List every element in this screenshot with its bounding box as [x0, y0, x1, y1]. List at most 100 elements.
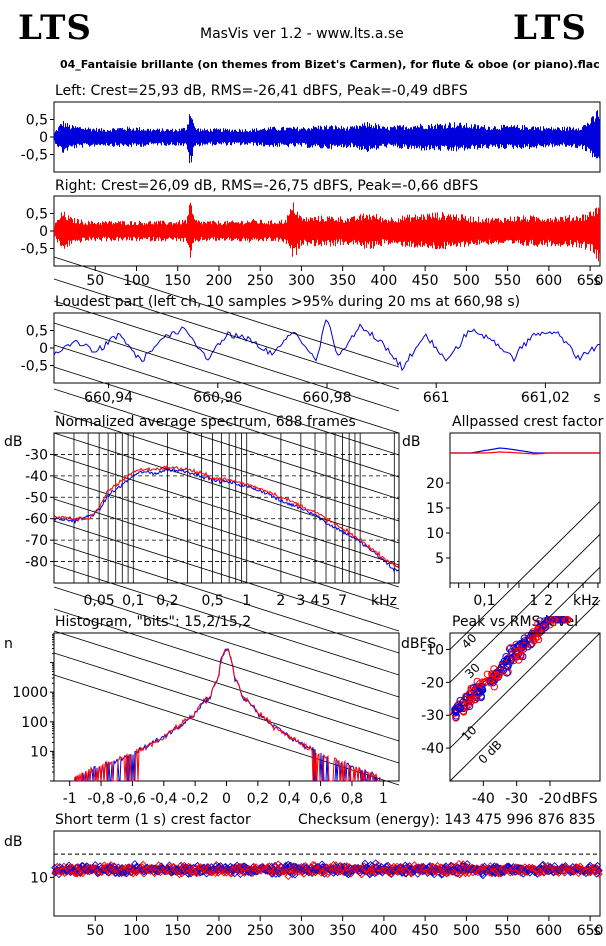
pvr-diagonal	[449, 501, 601, 650]
spectrum-diagonal	[53, 476, 400, 588]
loudest-xunit-label: s	[593, 390, 600, 406]
right-waveform-xtick-label: 600	[535, 273, 562, 289]
histogram-xtick-label: -0,2	[181, 791, 208, 807]
pvr-point	[456, 704, 464, 713]
crest-xtick-label: 250	[247, 923, 274, 939]
pvr-point	[524, 643, 532, 651]
histogram-xtick-label: 0,8	[341, 791, 363, 807]
crest-point	[414, 870, 422, 878]
histogram-ytick-label: 100	[21, 715, 48, 731]
pvr-diagonal-label: 0 dB	[476, 737, 505, 766]
pvr-ytick-label: -30	[421, 708, 444, 724]
right-waveform-xtick-label: 50	[86, 273, 104, 289]
pvr-point	[512, 648, 520, 656]
loudest-ytick-label: 0,5	[26, 324, 48, 340]
histogram-xtick-label: 0,6	[309, 791, 331, 807]
logo-left: LTS	[18, 8, 92, 48]
spectrum-diagonal	[53, 344, 400, 456]
spectrum-diagonal	[53, 630, 400, 742]
spectrum-diagonal	[53, 608, 400, 720]
allpass-ytick-label: 10	[426, 526, 444, 542]
crest-point	[595, 870, 603, 878]
pvr-diagonal	[449, 632, 601, 782]
right-waveform-xtick-label: 300	[288, 273, 315, 289]
loudest-series	[53, 319, 601, 372]
logo-right: LTS	[513, 8, 587, 48]
spectrum-xtick-label: 0,2	[156, 593, 178, 609]
crest-points	[51, 859, 603, 881]
allpass-ylabel: dB	[402, 434, 421, 450]
loudest-title: Loudest part (left ch, 10 samples >95% d…	[55, 294, 521, 310]
histogram-xtick-label: -0,6	[119, 791, 146, 807]
allpass-xtick-label: 2	[544, 593, 553, 609]
spectrum-ytick-label: -60	[25, 512, 48, 528]
spectrum-diagonal	[53, 454, 400, 566]
crest-point	[479, 871, 487, 880]
spectrum-xtick-label: 5	[322, 593, 331, 609]
left-waveform-ytick-label: 0	[39, 130, 48, 146]
spectrum-diagonal	[53, 542, 400, 654]
crest-point	[301, 862, 310, 870]
right-waveform-xtick-label: 650	[577, 273, 604, 289]
right-waveform-ytick-label: -0,5	[21, 242, 48, 258]
pvr-point	[465, 702, 474, 710]
pvr-point	[530, 637, 538, 645]
pvr-point	[471, 695, 480, 704]
spectrum-diagonal	[53, 410, 400, 522]
crest-xtick-label: 200	[206, 923, 233, 939]
pvr-point	[494, 672, 503, 680]
histogram-xtick-label: 1	[379, 791, 388, 807]
spectrum-diagonal	[53, 322, 400, 434]
crest-ylabel: dB	[4, 834, 23, 850]
histogram-title: Histogram, "bits": 15,2/15,2	[55, 614, 252, 630]
crest-xtick-label: 300	[288, 923, 315, 939]
crest-xtick-label: 550	[494, 923, 521, 939]
pvr-point	[472, 693, 480, 701]
right-waveform-xtick-label: 450	[412, 273, 439, 289]
pvr-point	[563, 616, 571, 624]
spectrum-xtick-label: 7	[338, 593, 347, 609]
pvr-point	[553, 616, 561, 624]
crest-xtick-label: 500	[453, 923, 480, 939]
histogram-frame	[53, 632, 400, 782]
loudest-xtick-label: 660,96	[193, 390, 242, 406]
pvr-point	[515, 648, 523, 656]
histogram-xtick-label: 0,2	[247, 791, 269, 807]
spectrum-diagonal	[53, 586, 400, 698]
pvr-xtick-label: -40	[472, 791, 495, 807]
loudest-ytick-label: 0	[39, 341, 48, 357]
right-title: Right: Crest=26,09 dB, RMS=-26,75 dBFS, …	[55, 178, 479, 194]
pvr-point	[470, 683, 478, 692]
pvr-point	[506, 656, 514, 664]
right-waveform-xtick-label: 350	[329, 273, 356, 289]
right-waveform-ytick-label: 0	[39, 224, 48, 240]
allpass-series-1	[450, 447, 600, 454]
pvr-ytick-label: -10	[421, 642, 444, 658]
spectrum-xtick-label: 3	[296, 593, 305, 609]
crest-point	[139, 860, 147, 869]
pvr-point	[546, 621, 554, 629]
allpass-xtick-label: 1	[529, 593, 538, 609]
pvr-diagonal	[449, 534, 601, 683]
pvr-point	[475, 688, 484, 696]
pvr-point	[529, 631, 537, 640]
loudest-xtick-label: 661,02	[521, 390, 570, 406]
spectrum-diagonal	[53, 278, 400, 390]
pvr-ytick-label: -20	[421, 675, 444, 691]
pvr-point	[482, 677, 490, 686]
pvr-point	[465, 697, 473, 706]
crest-xunit-label: s	[593, 923, 600, 939]
checksum: Checksum (energy): 143 475 996 876 835	[298, 812, 596, 828]
histogram-ytick-label: 10	[30, 744, 48, 760]
spectrum-xtick-label: 0,1	[122, 593, 144, 609]
allpass-xtick-label: 0,1	[473, 593, 495, 609]
right-waveform-ytick-label: 0,5	[26, 207, 48, 223]
crest-xtick-label: 150	[164, 923, 191, 939]
crest-xtick-label: 350	[329, 923, 356, 939]
allpass-series-2	[450, 451, 600, 455]
pvr-frame	[449, 632, 601, 782]
spectrum-xtick-label: 0,05	[84, 593, 115, 609]
loudest-xtick-label: 660,94	[84, 390, 133, 406]
loudest-ytick-label: -0,5	[21, 359, 48, 375]
